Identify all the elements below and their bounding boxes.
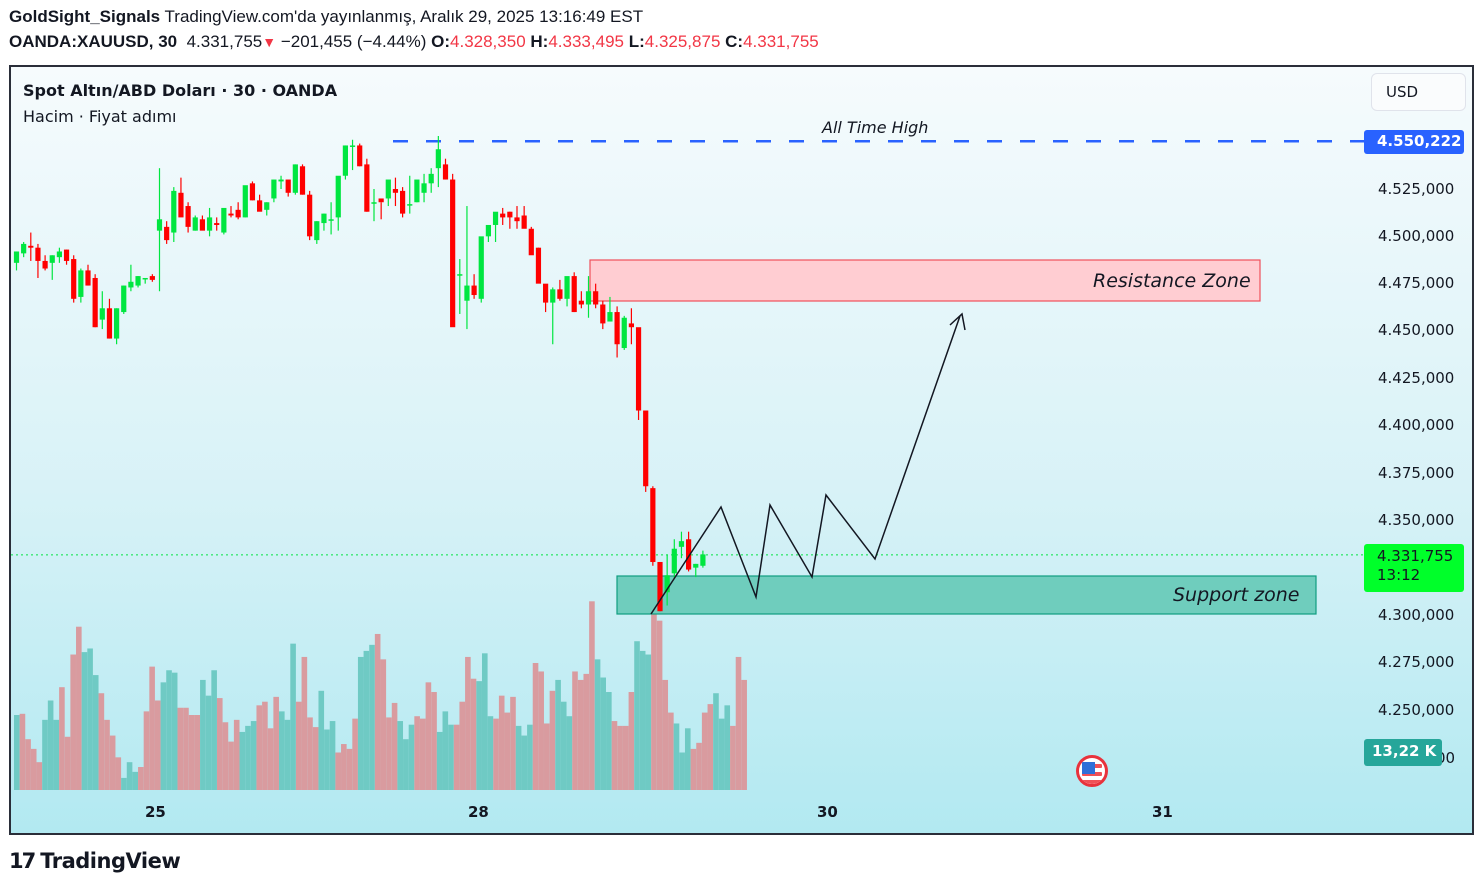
price-chart-canvas[interactable] bbox=[11, 67, 1474, 835]
tradingview-brand: TradingView bbox=[40, 849, 181, 873]
price-axis-label: 4.450,000 bbox=[1378, 321, 1455, 339]
price-change: −201,455 (−4.44%) bbox=[280, 32, 427, 51]
us-flag-event-icon[interactable] bbox=[1076, 755, 1108, 787]
time-axis-label: 28 bbox=[468, 803, 489, 821]
current-price-tag: 4.331,755 13:12 bbox=[1364, 544, 1464, 592]
bar-countdown: 13:12 bbox=[1377, 566, 1421, 584]
open-value: 4.328,350 bbox=[450, 32, 526, 51]
tradingview-mark-icon: 17 bbox=[9, 849, 36, 873]
close-value: 4.331,755 bbox=[743, 32, 819, 51]
price-axis-label: 4.350,000 bbox=[1378, 511, 1455, 529]
low-value: 4.325,875 bbox=[644, 32, 721, 51]
publish-info: GoldSight_Signals TradingView.com'da yay… bbox=[9, 7, 643, 27]
author-name[interactable]: GoldSight_Signals bbox=[9, 7, 161, 26]
close-label: C: bbox=[725, 32, 744, 51]
tradingview-logo[interactable]: 17 TradingView bbox=[9, 849, 181, 873]
last-price: 4.331,755 bbox=[186, 32, 263, 51]
time-axis-label: 31 bbox=[1152, 803, 1173, 821]
open-label: O: bbox=[431, 32, 451, 51]
chart-legend-indicators[interactable]: Hacim · Fiyat adımı bbox=[23, 107, 177, 126]
symbol-info-bar: OANDA:XAUUSD, 30 4.331,755▼ −201,455 (−4… bbox=[9, 32, 819, 52]
price-axis-label: 4.525,000 bbox=[1378, 180, 1455, 198]
low-label: L: bbox=[628, 32, 645, 51]
time-axis-label: 25 bbox=[145, 803, 166, 821]
chart-legend-title: Spot Altın/ABD Doları · 30 · OANDA bbox=[23, 81, 338, 100]
ath-label: All Time High bbox=[822, 118, 929, 137]
resistance-zone-label: Resistance Zone bbox=[1093, 270, 1251, 292]
price-axis-label: 4.475,000 bbox=[1378, 274, 1455, 292]
high-label: H: bbox=[530, 32, 549, 51]
volume-tag: 13,22 K bbox=[1364, 739, 1442, 766]
currency-button[interactable]: USD bbox=[1371, 73, 1466, 111]
down-arrow-icon: ▼ bbox=[262, 34, 277, 50]
current-price-value: 4.331,755 bbox=[1377, 547, 1454, 565]
symbol-label: OANDA:XAUUSD, 30 bbox=[9, 32, 178, 51]
high-value: 4.333,495 bbox=[548, 32, 624, 51]
price-axis-label: 4.300,000 bbox=[1378, 606, 1455, 624]
ath-price-tag: 4.550,222 bbox=[1364, 130, 1464, 154]
price-axis-label: 4.425,000 bbox=[1378, 369, 1455, 387]
price-axis-label: 4.400,000 bbox=[1378, 416, 1455, 434]
chart-frame[interactable]: Spot Altın/ABD Doları · 30 · OANDA Hacim… bbox=[9, 65, 1474, 835]
price-axis-label: 4.250,000 bbox=[1378, 701, 1455, 719]
price-axis-label: 4.275,000 bbox=[1378, 653, 1455, 671]
publish-date: TradingView.com'da yayınlanmış, Aralık 2… bbox=[164, 7, 644, 26]
price-axis-label: 4.375,000 bbox=[1378, 464, 1455, 482]
price-axis-label: 4.500,000 bbox=[1378, 227, 1455, 245]
support-zone-label: Support zone bbox=[1173, 584, 1300, 606]
time-axis-label: 30 bbox=[817, 803, 838, 821]
